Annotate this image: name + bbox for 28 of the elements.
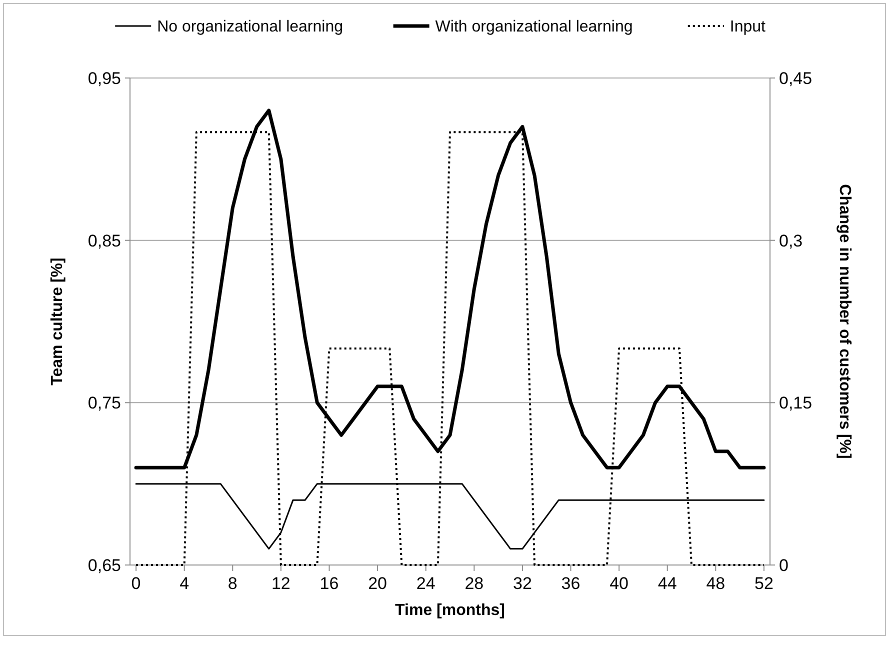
legend-label: No organizational learning (157, 18, 344, 36)
x-tick-label: 4 (180, 574, 190, 593)
y2-axis-title: Change in number of customers [%] (836, 184, 853, 459)
x-tick-label: 16 (320, 574, 339, 593)
x-tick-label: 20 (368, 574, 388, 593)
x-tick-label: 24 (416, 574, 436, 593)
x-tick-label: 12 (271, 574, 290, 593)
y2-tick-label: 0,15 (779, 394, 812, 413)
x-tick-label: 44 (658, 574, 677, 593)
x-tick-label: 36 (561, 574, 580, 593)
x-tick-label: 48 (706, 574, 726, 593)
y-tick-label: 0,95 (88, 68, 121, 88)
x-tick-label: 0 (131, 574, 141, 593)
y2-tick-label: 0,45 (779, 68, 812, 88)
y-tick-label: 0,85 (88, 231, 121, 250)
x-tick-label: 8 (228, 574, 238, 593)
x-tick-label: 32 (512, 574, 532, 593)
legend-label: With organizational learning (435, 18, 633, 36)
y-tick-label: 0,75 (88, 394, 121, 413)
x-tick-label: 52 (754, 574, 774, 593)
y2-tick-label: 0 (779, 556, 788, 575)
y-tick-label: 0,65 (88, 556, 121, 575)
x-tick-label: 40 (610, 574, 629, 593)
x-axis-title: Time [months] (395, 602, 505, 619)
y2-tick-label: 0,3 (779, 231, 803, 250)
legend-label: Input (730, 18, 766, 36)
y-axis-title: Team culture [%] (49, 258, 66, 386)
x-tick-label: 28 (464, 574, 484, 593)
